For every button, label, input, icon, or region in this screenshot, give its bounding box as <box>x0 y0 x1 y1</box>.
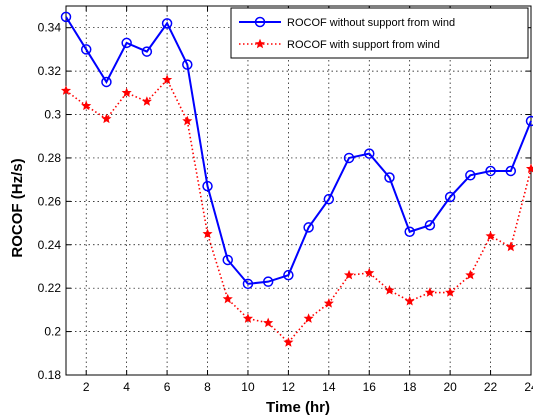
series-2 <box>60 74 533 347</box>
data-point <box>222 293 233 304</box>
data-point <box>323 193 335 205</box>
data-point <box>525 163 533 174</box>
data-point <box>162 74 173 85</box>
data-point <box>303 313 314 323</box>
data-point <box>505 165 517 177</box>
grid <box>66 6 532 375</box>
legend-marker-2 <box>254 38 266 49</box>
data-point <box>303 222 314 233</box>
data-point <box>60 85 72 95</box>
x-tick-label: 12 <box>282 380 296 394</box>
data-point <box>444 191 456 203</box>
data-point <box>141 96 152 106</box>
data-point <box>202 228 213 239</box>
x-tick-label: 8 <box>204 380 211 394</box>
data-point <box>60 11 72 23</box>
x-tick-label: 6 <box>164 380 171 394</box>
data-point <box>263 317 274 328</box>
data-point <box>323 298 334 308</box>
x-tick-label: 22 <box>484 380 498 394</box>
data-point <box>344 269 355 280</box>
data-point <box>404 226 415 237</box>
data-point <box>424 287 435 297</box>
data-point <box>141 46 153 57</box>
legend-label-2: ROCOF with support from wind <box>287 39 440 51</box>
x-tick-label: 20 <box>443 380 457 394</box>
data-point <box>283 337 294 347</box>
data-point <box>384 172 395 183</box>
x-tick-label: 16 <box>363 380 377 394</box>
data-point <box>424 219 436 231</box>
data-point <box>202 180 213 192</box>
x-tick-label: 10 <box>241 380 255 394</box>
data-point <box>242 313 253 323</box>
axes: 246810121416182022240.180.20.220.240.260… <box>38 5 533 394</box>
y-axis-title: ROCOF (Hz/s) <box>9 158 26 257</box>
data-point <box>343 152 355 164</box>
x-tick-label: 18 <box>403 380 417 394</box>
data-point <box>80 44 92 55</box>
data-point <box>465 269 476 280</box>
legend: ROCOF without support from wind ROCOF wit… <box>230 7 529 59</box>
y-tick-label: 0.26 <box>38 194 62 208</box>
data-point <box>485 165 496 177</box>
data-point <box>182 115 193 126</box>
data-point <box>465 170 476 181</box>
data-point <box>404 295 415 306</box>
legend-box <box>230 7 529 59</box>
data-point <box>182 59 193 70</box>
y-tick-label: 0.2 <box>44 325 61 339</box>
data-point <box>262 276 274 287</box>
series-group <box>60 11 533 347</box>
y-tick-label: 0.24 <box>38 238 62 252</box>
data-point <box>242 278 254 290</box>
x-tick-label: 14 <box>322 380 336 394</box>
data-point <box>485 230 496 241</box>
data-point <box>121 37 132 49</box>
data-point <box>81 100 92 111</box>
plot-area <box>66 6 531 375</box>
y-tick-label: 0.34 <box>38 21 62 35</box>
series-1 <box>60 11 533 290</box>
y-tick-label: 0.28 <box>38 151 62 165</box>
data-point <box>101 113 112 124</box>
y-tick-label: 0.32 <box>38 64 62 78</box>
x-tick-label: 4 <box>123 380 130 394</box>
data-point <box>222 254 233 266</box>
data-point <box>445 287 456 297</box>
x-axis-title: Time (hr) <box>266 399 330 416</box>
data-point <box>283 269 294 281</box>
data-point <box>161 18 173 29</box>
x-tick-label: 24 <box>524 380 533 394</box>
y-tick-label: 0.3 <box>44 108 61 122</box>
y-tick-label: 0.22 <box>38 281 62 295</box>
data-point <box>364 148 375 159</box>
data-point <box>364 267 375 278</box>
data-point <box>525 115 533 127</box>
plot-frame <box>65 5 532 376</box>
legend-label-1: ROCOF without support from wind <box>287 17 455 29</box>
data-point <box>384 285 395 295</box>
data-point <box>121 87 132 98</box>
y-tick-label: 0.18 <box>38 368 62 382</box>
x-tick-label: 2 <box>83 380 90 394</box>
data-point <box>505 241 516 252</box>
data-point <box>101 76 112 88</box>
legend-marker-1 <box>254 16 266 28</box>
